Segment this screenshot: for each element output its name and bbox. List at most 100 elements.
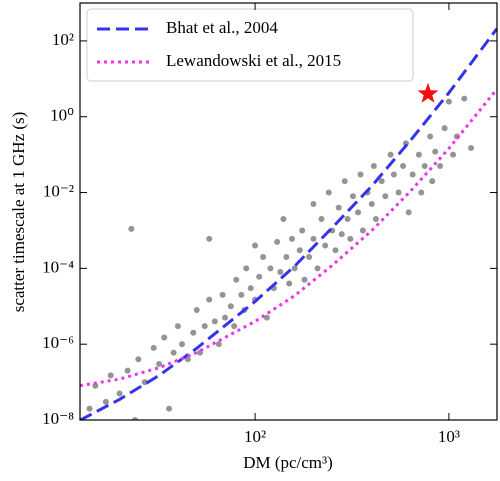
- x-tick-label: 10³: [438, 427, 460, 446]
- legend-label: Lewandowski et al., 2015: [166, 51, 341, 70]
- y-tick-label: 10⁻⁶: [42, 333, 74, 352]
- data-point: [325, 189, 332, 196]
- data-point: [288, 235, 295, 242]
- data-point: [116, 390, 123, 397]
- x-tick-label: 10²: [244, 427, 266, 446]
- data-point: [427, 133, 434, 140]
- data-point: [349, 193, 356, 200]
- data-point: [318, 216, 325, 223]
- y-tick-label: 10⁰: [50, 106, 74, 125]
- y-tick-label: 10⁻⁸: [42, 409, 74, 428]
- data-point: [283, 253, 290, 260]
- data-point: [338, 231, 345, 238]
- data-point: [310, 200, 317, 207]
- data-point: [231, 323, 238, 330]
- data-point: [174, 323, 181, 330]
- data-point: [314, 265, 321, 272]
- data-point: [201, 323, 208, 330]
- data-point: [378, 178, 385, 185]
- legend-box: [86, 8, 414, 82]
- data-point: [161, 334, 168, 341]
- data-point: [128, 225, 135, 232]
- data-point: [437, 163, 444, 170]
- data-point: [256, 273, 263, 280]
- data-point: [107, 372, 114, 379]
- data-point: [277, 269, 284, 276]
- data-point: [206, 235, 213, 242]
- data-point: [405, 209, 412, 216]
- data-point: [135, 356, 142, 363]
- data-point: [274, 238, 281, 245]
- data-point: [280, 216, 287, 223]
- data-point: [296, 247, 303, 254]
- data-point: [299, 227, 306, 234]
- data-point: [86, 405, 93, 412]
- data-point: [291, 265, 298, 272]
- data-point: [179, 341, 186, 348]
- data-point: [243, 265, 250, 272]
- data-point: [421, 163, 428, 170]
- data-point: [322, 242, 329, 249]
- legend: Bhat et al., 2004 Lewandowski et al., 201…: [86, 8, 414, 82]
- data-point: [166, 405, 173, 412]
- data-point: [222, 314, 229, 321]
- data-point: [450, 151, 457, 158]
- data-point: [382, 193, 389, 200]
- data-point: [170, 349, 177, 356]
- data-point: [286, 280, 293, 287]
- data-point: [131, 417, 138, 420]
- highlight-star: [417, 82, 439, 103]
- data-point: [395, 189, 402, 196]
- data-point: [211, 318, 218, 325]
- data-point: [445, 98, 452, 105]
- data-point: [429, 178, 436, 185]
- data-point: [415, 151, 422, 158]
- data-point: [247, 285, 254, 292]
- y-tick-label: 10²: [52, 30, 74, 49]
- data-point: [418, 189, 425, 196]
- data-point: [335, 204, 342, 211]
- data-point: [102, 398, 109, 405]
- y-tick-label: 10⁻²: [43, 181, 74, 200]
- data-point: [468, 144, 475, 151]
- data-point: [124, 367, 131, 374]
- data-point: [184, 356, 191, 363]
- data-point: [409, 171, 416, 178]
- data-point: [370, 163, 377, 170]
- data-point: [190, 329, 197, 336]
- data-point: [260, 253, 267, 260]
- data-point: [193, 306, 200, 313]
- fit-line: [80, 88, 497, 388]
- data-point: [344, 216, 351, 223]
- fit-line: [80, 27, 497, 420]
- data-point: [432, 148, 439, 155]
- y-axis-label: scatter timescale at 1 GHz (s): [9, 112, 28, 313]
- data-point: [400, 163, 407, 170]
- data-point: [150, 344, 157, 351]
- data-point: [252, 242, 259, 249]
- data-point: [156, 361, 163, 368]
- data-point: [387, 151, 394, 158]
- data-point: [306, 253, 313, 260]
- data-point: [368, 200, 375, 207]
- data-point: [355, 209, 362, 216]
- data-point: [233, 276, 240, 283]
- data-point: [359, 227, 366, 234]
- data-point: [238, 291, 245, 298]
- data-point: [263, 314, 270, 321]
- data-point: [215, 341, 222, 348]
- data-point: [227, 303, 234, 310]
- data-point: [390, 171, 397, 178]
- data-point: [206, 296, 213, 303]
- data-point: [341, 178, 348, 185]
- data-point: [332, 247, 339, 254]
- data-point: [219, 291, 226, 298]
- data-point: [310, 235, 317, 242]
- x-axis-label: DM (pc/cm³): [243, 453, 333, 472]
- plot-area: [80, 27, 497, 420]
- data-point: [372, 216, 379, 223]
- legend-label: Bhat et al., 2004: [166, 18, 278, 37]
- data-point: [347, 235, 354, 242]
- data-point: [461, 95, 468, 102]
